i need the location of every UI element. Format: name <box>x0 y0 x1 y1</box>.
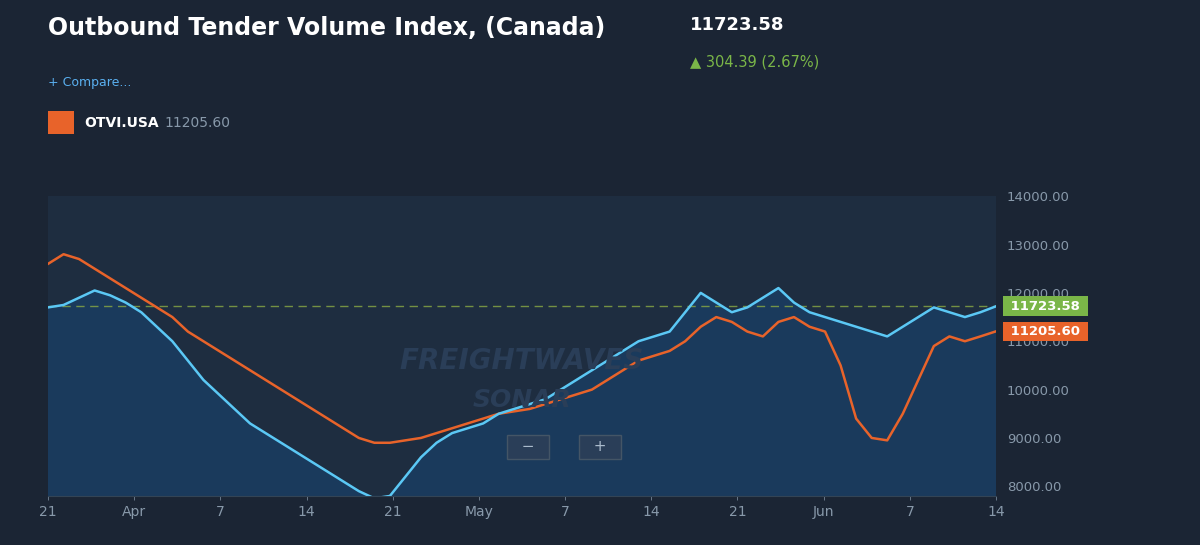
Text: −: − <box>512 439 544 455</box>
Text: ▲ 304.39 (2.67%): ▲ 304.39 (2.67%) <box>690 54 820 70</box>
Text: OTVI.USA: OTVI.USA <box>84 116 158 130</box>
Text: 11205.60: 11205.60 <box>1007 325 1085 338</box>
Text: + Compare...: + Compare... <box>48 76 131 89</box>
Text: SONAR: SONAR <box>473 388 571 412</box>
Text: +: + <box>584 439 616 455</box>
Text: 11205.60: 11205.60 <box>164 116 230 130</box>
Text: 11723.58: 11723.58 <box>690 16 785 34</box>
Text: 11723.58: 11723.58 <box>1007 300 1085 313</box>
Text: Outbound Tender Volume Index, (Canada): Outbound Tender Volume Index, (Canada) <box>48 16 605 40</box>
Text: FREIGHTWAVES: FREIGHTWAVES <box>400 347 644 375</box>
